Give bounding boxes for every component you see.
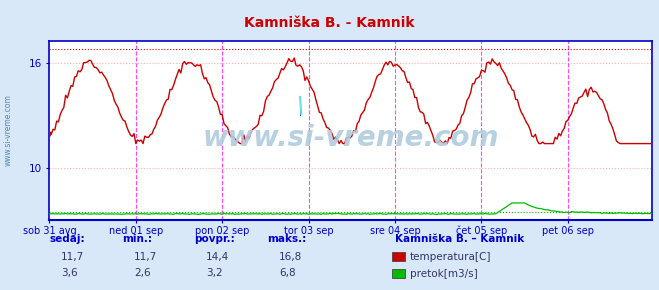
Text: 11,7: 11,7 xyxy=(61,251,84,262)
Text: Kamniška B. - Kamnik: Kamniška B. - Kamnik xyxy=(244,17,415,30)
Text: 2,6: 2,6 xyxy=(134,268,150,278)
Text: www.si-vreme.com: www.si-vreme.com xyxy=(203,124,499,152)
Text: temperatura[C]: temperatura[C] xyxy=(410,252,492,262)
Text: 3,2: 3,2 xyxy=(206,268,223,278)
Text: 6,8: 6,8 xyxy=(279,268,295,278)
Text: 3,6: 3,6 xyxy=(61,268,78,278)
Text: sedaj:: sedaj: xyxy=(49,234,85,244)
Text: maks.:: maks.: xyxy=(267,234,306,244)
Text: povpr.:: povpr.: xyxy=(194,234,235,244)
Text: 16,8: 16,8 xyxy=(279,251,302,262)
Text: 14,4: 14,4 xyxy=(206,251,229,262)
Text: min.:: min.: xyxy=(122,234,152,244)
Text: pretok[m3/s]: pretok[m3/s] xyxy=(410,269,478,279)
Text: Kamniška B. – Kamnik: Kamniška B. – Kamnik xyxy=(395,234,525,244)
FancyBboxPatch shape xyxy=(300,97,301,116)
Text: www.si-vreme.com: www.si-vreme.com xyxy=(3,95,13,166)
Text: 11,7: 11,7 xyxy=(134,251,157,262)
